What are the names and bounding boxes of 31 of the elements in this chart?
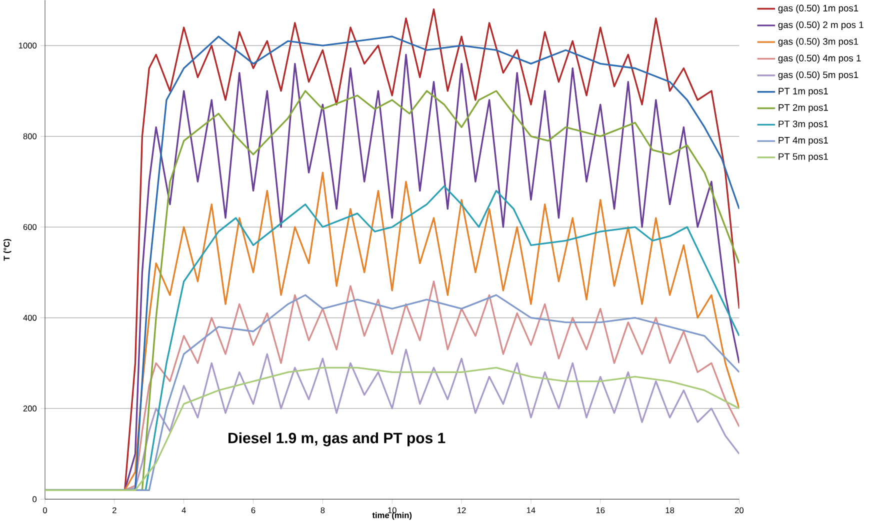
legend-label: gas (0.50) 5m pos1 bbox=[778, 71, 858, 80]
y-tick-label: 0 bbox=[32, 496, 37, 502]
x-tick-label: 6 bbox=[251, 507, 256, 514]
x-tick-label: 4 bbox=[182, 507, 186, 513]
y-tick-label: 1000 bbox=[19, 42, 37, 48]
y-tick-label: 200 bbox=[23, 405, 37, 412]
x-tick-label: 8 bbox=[320, 507, 325, 514]
legend-label: PT 3m pos1 bbox=[778, 120, 828, 129]
x-tick-label: 12 bbox=[458, 507, 466, 514]
x-tick-label: 16 bbox=[596, 507, 605, 514]
y-tick-label: 800 bbox=[23, 133, 37, 140]
x-tick-label: 0 bbox=[43, 507, 47, 514]
x-tick-label: 20 bbox=[735, 507, 744, 514]
line-series bbox=[124, 280, 740, 491]
legend-label: gas (0.50) 3m pos1 bbox=[778, 38, 858, 46]
y-tick-label: 400 bbox=[23, 314, 37, 321]
legend-label: PT 2m pos1 bbox=[778, 104, 828, 113]
legend-label: PT 5m pos1 bbox=[778, 153, 828, 162]
line-series bbox=[124, 348, 740, 491]
annotation: Diesel 1.9 m, gas and PT pos 1 bbox=[228, 432, 446, 446]
y-tick-label: 600 bbox=[23, 224, 37, 230]
x-tick-label: 2 bbox=[112, 507, 116, 514]
legend-label: gas (0.50) 2 m pos 1 bbox=[778, 21, 864, 30]
x-tick-label: 18 bbox=[666, 507, 674, 514]
x-tick-label: 10 bbox=[388, 507, 396, 514]
legend-label: PT 4m pos1 bbox=[778, 136, 828, 146]
x-tick-label: 14 bbox=[526, 507, 536, 513]
legend-label: gas (0.50) 1m pos1 bbox=[778, 4, 858, 14]
legend-label: PT 1m pos1 bbox=[778, 88, 828, 96]
legend-label: gas (0.50) 4m pos 1 bbox=[778, 54, 861, 64]
y-axis-title: T (°C) bbox=[3, 238, 12, 261]
